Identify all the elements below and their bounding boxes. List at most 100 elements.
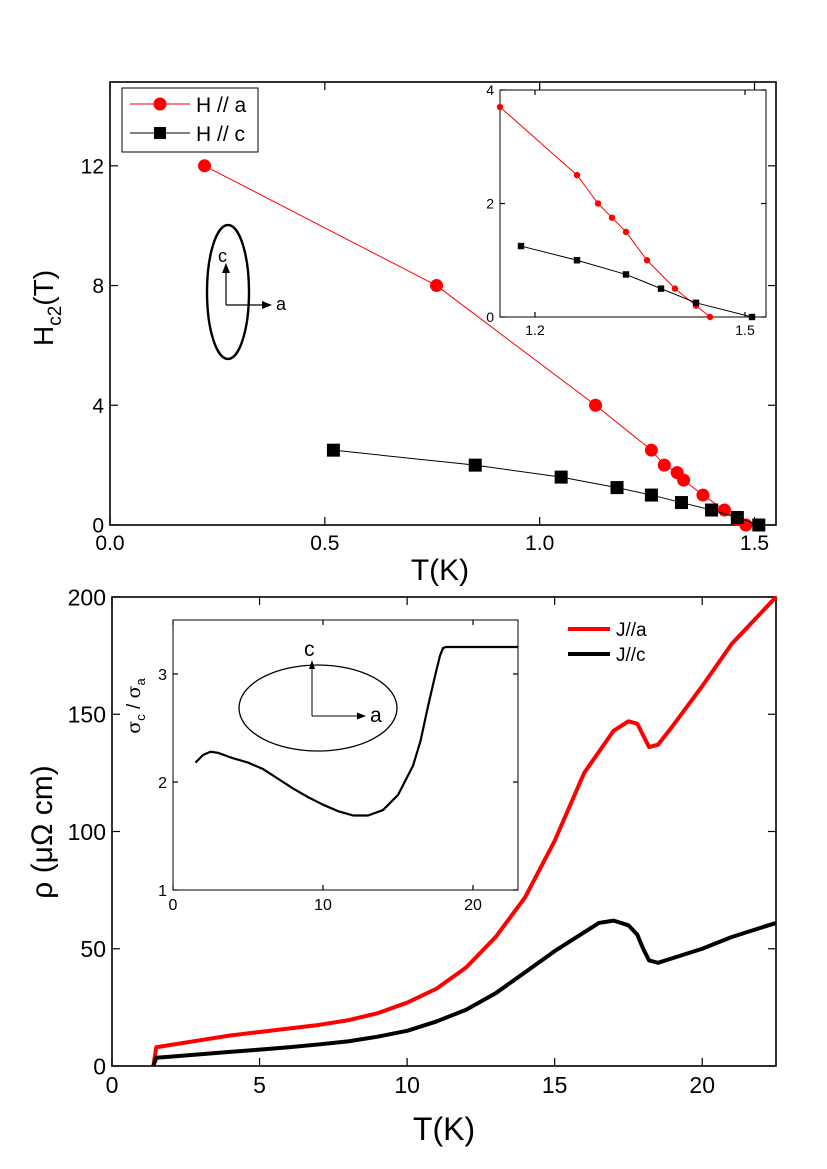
- hc2-inset-h-c-point: [622, 271, 630, 278]
- rho-inset-ticks: 0 10 20 1 2 3: [158, 620, 518, 914]
- hc2-x-axis-label: T(K): [411, 554, 469, 587]
- rho-j-c-line: [151, 918, 777, 1067]
- legend-label-h-c: H // c: [196, 123, 245, 146]
- sigma-a-sub: a: [133, 677, 148, 685]
- hc2-inset-h-a-point: [706, 313, 714, 321]
- rho-inset-x-tick-label: 20: [464, 897, 482, 914]
- rho-orientation-sketch: c a: [238, 638, 398, 752]
- hc2-orientation-sketch: c a: [205, 223, 287, 361]
- rho-y-axis-label: ρ (μΩ cm): [26, 765, 59, 898]
- rho-legend: J//a J//c: [568, 620, 647, 666]
- crystal-ellipse: [205, 223, 251, 361]
- sigma-c-sub: c: [133, 714, 148, 721]
- hc2-h-c-point: [326, 443, 340, 457]
- c-arrowhead-icon: [222, 263, 230, 273]
- hc2-inset-h-c-point: [573, 257, 581, 264]
- hc2-inset-series: [496, 103, 756, 321]
- sketch2-label-a: a: [370, 704, 382, 727]
- a-arrowhead-icon: [262, 301, 272, 309]
- hc2-y-label-tail: (T): [28, 270, 59, 306]
- hc2-inset-h-c-point: [692, 299, 700, 307]
- hc2-h-a-point: [677, 473, 691, 487]
- legend-marker-h-c: [154, 127, 166, 139]
- hc2-legend: H // a H // c: [121, 87, 259, 153]
- rho-y-tick-label: 150: [68, 702, 106, 728]
- rho-x-tick-label: 0: [106, 1072, 119, 1098]
- sketch2-label-c: c: [304, 638, 315, 661]
- rho-y-tick-label: 50: [80, 936, 106, 962]
- hc2-inset-h-a-point: [622, 228, 630, 236]
- crystal-ellipse-2: [238, 664, 398, 752]
- sigma-a: σ: [123, 685, 145, 698]
- rho-x-tick-label: 15: [542, 1072, 568, 1098]
- a-arrowhead-icon-2: [357, 712, 366, 720]
- hc2-h-c-point: [730, 511, 744, 525]
- hc2-h-a-point: [198, 159, 212, 173]
- rho-inset-y-tick-label: 2: [158, 775, 167, 792]
- sketch-label-a: a: [276, 294, 287, 314]
- rho-inset-x-tick-label: 0: [169, 897, 178, 914]
- rho-y-tick-label: 0: [93, 1053, 106, 1079]
- hc2-h-c-point: [674, 496, 688, 510]
- hc2-legend-box: [121, 87, 259, 153]
- hc2-series: [198, 159, 766, 532]
- hc2-inset-h-a-point: [643, 257, 651, 264]
- hc2-y-tick-label: 0: [92, 515, 104, 538]
- hc2-y-label-main: H: [28, 326, 59, 346]
- hc2-inset-h-c-point: [657, 285, 665, 292]
- rho-inset-series: [194, 645, 518, 817]
- hc2-y-label-sub: c2: [45, 306, 66, 326]
- hc2-x-tick-label: 0.5: [310, 532, 339, 555]
- legend-label-j-a: J//a: [616, 620, 647, 641]
- hc2-inset-frame: [499, 89, 767, 318]
- hc2-inset-h-a-point: [573, 171, 581, 179]
- legend-label-j-c: J//c: [616, 645, 646, 666]
- hc2-y-tick-label: 12: [81, 155, 104, 178]
- hc2-inset-h-a-point: [608, 214, 616, 221]
- rho-y-tick-label: 100: [68, 819, 106, 845]
- hc2-h-c-point: [468, 458, 482, 472]
- rho-j-a-line: [151, 595, 778, 1067]
- hc2-axes-frame: [109, 81, 777, 526]
- rho-inset-c-a-line: [194, 645, 518, 817]
- hc2-h-c-point: [554, 470, 568, 484]
- rho-series: [151, 595, 778, 1067]
- legend-marker-h-a: [153, 97, 167, 111]
- hc2-y-tick-label: 8: [92, 275, 104, 298]
- svg-text:σc / σa: σc / σa: [123, 677, 148, 733]
- hc2-plot-frame: [109, 81, 777, 526]
- rho-inset-frame: [172, 619, 519, 891]
- hc2-inset: 1.2 1.5 0 2 4: [486, 82, 767, 338]
- sigma-sep: /: [124, 698, 145, 714]
- hc2-inset-h-a-point: [671, 285, 679, 292]
- hc2-inset-x-tick-label: 1.2: [525, 322, 545, 338]
- hc2-inset-y-tick-label: 4: [486, 82, 494, 98]
- hc2-inset-h-a-point: [594, 200, 602, 207]
- hc2-h-c-point: [610, 481, 624, 495]
- c-arrowhead-icon-2: [309, 660, 315, 669]
- hc2-x-tick-label: 1.5: [740, 532, 769, 555]
- rho-x-axis-label: T(K): [413, 1111, 475, 1147]
- hc2-inset-h-c-point: [748, 313, 756, 321]
- hc2-h-c-point: [644, 488, 658, 502]
- hc2-h-c-point: [752, 518, 766, 532]
- hc2-inset-ticks: 1.2 1.5 0 2 4: [486, 82, 766, 338]
- rho-x-tick-label: 5: [253, 1072, 266, 1098]
- hc2-inset-x-tick-label: 1.5: [735, 322, 755, 338]
- hc2-h-a-point: [696, 488, 710, 502]
- hc2-h-a-point: [644, 443, 658, 457]
- rho-inset-y-label: σc / σa: [123, 677, 148, 733]
- hc2-inset-y-tick-label: 2: [486, 196, 494, 212]
- svg-text:Hc2(T): Hc2(T): [28, 270, 66, 346]
- hc2-h-a-point: [430, 279, 444, 293]
- hc2-x-tick-label: 1.0: [525, 532, 554, 555]
- rho-y-tick-label: 200: [68, 584, 106, 610]
- hc2-h-a-point: [589, 398, 603, 412]
- sigma-c: σ: [123, 721, 145, 734]
- hc2-y-axis-label: Hc2(T): [28, 270, 66, 346]
- rho-inset-y-tick-label: 3: [158, 667, 167, 684]
- rho-inset-y-tick-label: 1: [158, 883, 167, 900]
